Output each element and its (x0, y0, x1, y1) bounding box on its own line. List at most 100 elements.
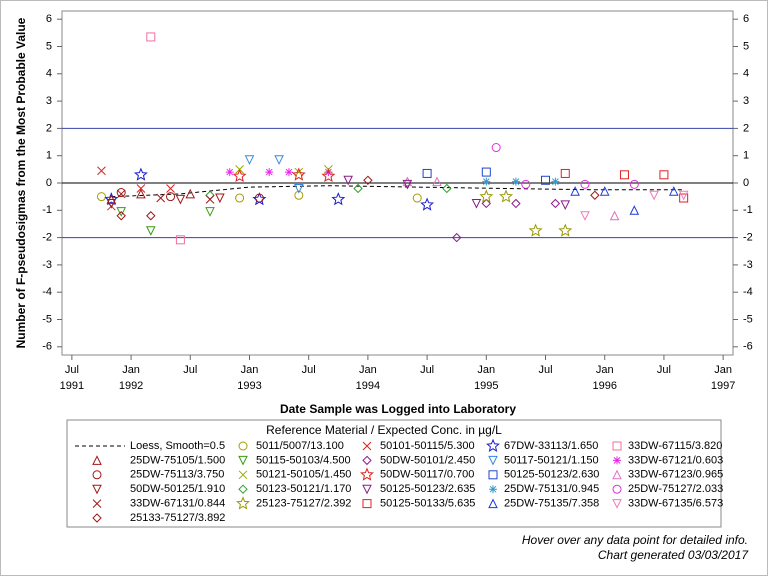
legend-label: 25123-75127/2.392 (256, 498, 351, 510)
point (599, 186, 610, 196)
point (116, 189, 126, 199)
point (321, 168, 336, 183)
legend-label: 50123-50121/1.170 (256, 483, 351, 495)
point (451, 232, 462, 243)
point (133, 167, 148, 181)
point (331, 192, 346, 206)
point (146, 211, 156, 221)
point (619, 170, 629, 180)
y2-tick-label: -5 (743, 313, 753, 325)
legend-label: 25DW-75135/7.358 (504, 498, 599, 510)
legend-label: 25DW-75105/1.500 (130, 454, 225, 466)
legend-marker (613, 456, 621, 465)
point (116, 207, 127, 217)
x-tick-label: Jul (657, 364, 671, 376)
y2-tick-label: -6 (743, 341, 753, 353)
legend-marker (238, 441, 248, 451)
legend-label: 33DW-67131/0.844 (130, 498, 225, 510)
generated-text: Chart generated 03/03/2017 (598, 548, 749, 562)
point (244, 155, 255, 165)
legend-label: 25DW-75113/3.750 (130, 469, 224, 481)
legend-marker (92, 484, 102, 495)
legend-label: 25DW-75131/0.945 (504, 483, 599, 495)
legend-marker (238, 470, 248, 480)
x-tick-label: Jan (714, 364, 732, 376)
legend-label: 50117-50121/1.150 (504, 454, 599, 466)
point (284, 168, 293, 177)
legend-label: 25DW-75127/2.033 (628, 483, 723, 495)
point (235, 193, 245, 203)
x-tick-year: 1994 (356, 380, 380, 392)
point (136, 184, 146, 193)
point (294, 167, 304, 177)
point (528, 223, 543, 237)
y2-tick-label: 2 (743, 122, 749, 134)
x-tick-label: Jan (122, 364, 140, 376)
legend-label: 50DW-50125/1.910 (130, 483, 225, 495)
legend-marker (612, 441, 622, 451)
point (166, 184, 175, 193)
x-tick-label: Jul (420, 364, 434, 376)
point (97, 166, 106, 176)
point (232, 168, 247, 183)
point (659, 170, 669, 180)
legend-marker (238, 484, 248, 494)
x-tick-year: 1992 (119, 380, 143, 392)
x-tick-label: Jul (183, 364, 197, 376)
legend-marker (238, 455, 248, 466)
point (96, 192, 106, 202)
legend-label: 50DW-50101/2.450 (380, 454, 475, 466)
point (558, 223, 573, 237)
hint-text: Hover over any data point for detailed i… (522, 533, 748, 547)
legend-marker (612, 499, 622, 509)
x-tick-label: Jan (596, 364, 614, 376)
point (215, 193, 225, 204)
point (560, 168, 570, 178)
point (412, 193, 422, 203)
legend-label: 50115-50103/4.500 (256, 454, 351, 466)
x-tick-label: Jan (359, 364, 377, 376)
legend-marker (362, 484, 372, 495)
x-tick-label: Jan (477, 364, 495, 376)
legend-marker (486, 438, 500, 452)
x-tick-label: Jul (538, 364, 552, 376)
point (629, 205, 640, 215)
legend-marker (92, 499, 102, 508)
point (590, 190, 600, 200)
point (265, 168, 274, 177)
legend-marker (236, 496, 250, 510)
y-tick-label: 5 (46, 40, 52, 52)
legend-label: 50125-50133/5.635 (380, 498, 475, 510)
point (205, 207, 215, 217)
legend-marker (92, 455, 102, 465)
point (499, 189, 514, 203)
y2-tick-label: 5 (743, 40, 749, 52)
point (291, 167, 306, 181)
legend-marker (362, 441, 372, 451)
point (442, 183, 452, 194)
x-tick-year: 1991 (60, 380, 84, 392)
y-tick-label: -1 (42, 204, 52, 216)
point (432, 176, 442, 187)
point (254, 193, 264, 203)
point (116, 211, 126, 221)
point (146, 32, 156, 42)
point (106, 198, 117, 209)
y2-tick-label: 1 (743, 150, 749, 162)
y-tick-label: 4 (46, 68, 52, 80)
point (560, 200, 571, 210)
y-tick-label: -4 (42, 286, 52, 298)
y2-tick-label: -1 (743, 204, 753, 216)
point (609, 210, 620, 221)
y2-tick-label: 3 (743, 95, 749, 107)
point (521, 179, 531, 189)
y-axis-label: Number of F-pseudosigmas from the Most P… (14, 17, 28, 348)
legend-marker (489, 485, 497, 494)
legend-label: 33DW-67115/3.820 (628, 440, 722, 452)
legend-label: 5011/5007/13.100 (256, 440, 344, 452)
y2-tick-label: 6 (743, 13, 749, 25)
point (481, 198, 492, 209)
point (353, 183, 363, 194)
